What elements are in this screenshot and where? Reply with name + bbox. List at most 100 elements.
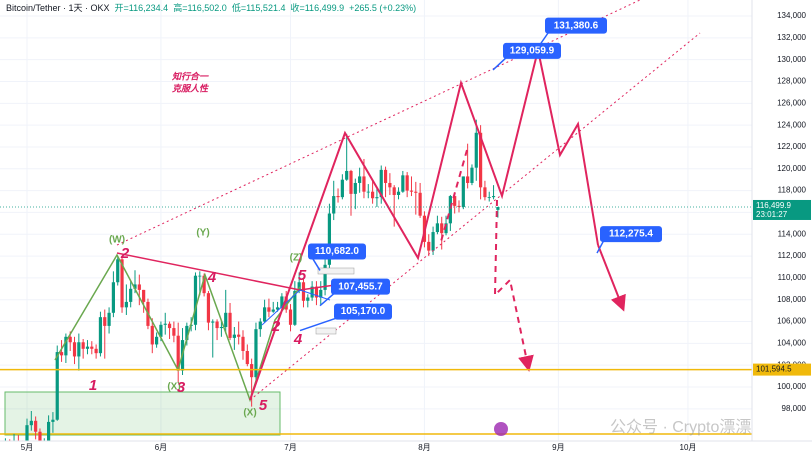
event-icon bbox=[494, 422, 508, 436]
candle-body bbox=[358, 176, 362, 183]
candle-body bbox=[483, 187, 487, 198]
projection-arrow bbox=[597, 244, 626, 312]
candles bbox=[4, 119, 500, 441]
candle-body bbox=[332, 196, 336, 214]
y-tick-label: 132,000 bbox=[777, 33, 806, 42]
candle-body bbox=[431, 232, 435, 251]
candle-body bbox=[491, 196, 496, 198]
grid bbox=[0, 0, 752, 441]
candle-body bbox=[327, 213, 331, 265]
callout-label: 107,455.7 bbox=[338, 281, 383, 292]
candle-body bbox=[258, 321, 262, 330]
candle-body bbox=[409, 190, 414, 192]
candle-body bbox=[193, 275, 198, 325]
alt-path bbox=[439, 149, 468, 246]
alt-path bbox=[493, 199, 534, 372]
wave-label: 2 bbox=[120, 245, 130, 262]
y-tick-label: 104,000 bbox=[777, 338, 806, 347]
current-price-box bbox=[753, 199, 811, 220]
candle-body bbox=[379, 169, 383, 198]
candle-body bbox=[232, 334, 236, 338]
y-tick-label: 128,000 bbox=[777, 77, 806, 86]
candle-body bbox=[219, 326, 223, 329]
callout-pointer bbox=[311, 257, 321, 271]
wave-path bbox=[54, 253, 301, 403]
candle-body bbox=[163, 323, 167, 325]
pattern-line-blue bbox=[261, 289, 331, 326]
candle-body bbox=[267, 307, 271, 312]
callout-label: 129,059.9 bbox=[510, 46, 555, 57]
candle-body bbox=[487, 197, 491, 198]
note: 知行合一 bbox=[171, 71, 209, 81]
callout-pointer bbox=[596, 239, 605, 254]
candle-body bbox=[198, 275, 202, 277]
current-price-label: 116,499.9 bbox=[756, 201, 792, 210]
candle-body bbox=[453, 196, 457, 206]
candle-body bbox=[68, 336, 72, 343]
candle-body bbox=[34, 420, 38, 432]
candle-body bbox=[414, 191, 418, 193]
header: Bitcoin/Tether · 1天 · OKX 开=116,234.4 高=11… bbox=[6, 2, 416, 13]
x-tick-label: 7月 bbox=[284, 443, 296, 452]
candle-body bbox=[250, 364, 254, 378]
note: 克服人性 bbox=[172, 83, 209, 93]
y-tick-label: 120,000 bbox=[777, 164, 806, 173]
candle-body bbox=[470, 167, 474, 183]
callout-pointer bbox=[539, 31, 550, 46]
candle-body bbox=[353, 182, 357, 194]
candle-body bbox=[72, 342, 77, 357]
candle-body bbox=[306, 297, 310, 301]
wave-label: 3 bbox=[177, 379, 186, 396]
candle-body bbox=[349, 170, 353, 194]
callout-box bbox=[545, 17, 607, 34]
candle-body bbox=[310, 286, 314, 298]
candle-body bbox=[29, 420, 33, 426]
candle-body bbox=[271, 309, 275, 312]
candle-body bbox=[228, 312, 232, 338]
callout-pointer bbox=[319, 292, 336, 307]
candle-body bbox=[167, 323, 172, 329]
candle-body bbox=[435, 223, 439, 233]
candle-body bbox=[98, 317, 103, 354]
candle-body bbox=[479, 132, 483, 188]
projection bbox=[249, 49, 599, 401]
channel-bottom bbox=[249, 32, 701, 401]
wave-label: (Y) bbox=[196, 228, 209, 239]
y-tick-label: 130,000 bbox=[777, 55, 806, 64]
demand-zone bbox=[4, 391, 281, 436]
callout-label: 131,380.6 bbox=[554, 20, 599, 31]
candle-body bbox=[254, 329, 258, 378]
candle-body bbox=[401, 175, 405, 192]
candle-body bbox=[448, 196, 452, 224]
y-tick-label: 110,000 bbox=[778, 273, 807, 282]
callout-box bbox=[600, 226, 662, 243]
candle-body bbox=[280, 296, 284, 308]
candle-body bbox=[323, 264, 327, 290]
candle-body bbox=[51, 419, 55, 422]
candle-body bbox=[202, 275, 206, 294]
candle-body bbox=[461, 176, 465, 207]
candle-body bbox=[215, 321, 219, 329]
candle-body bbox=[103, 317, 107, 326]
candle-body bbox=[474, 132, 478, 168]
candle-body bbox=[111, 282, 115, 313]
candle-body bbox=[275, 307, 280, 310]
candle-body bbox=[77, 342, 81, 357]
y-tick-label: 122,000 bbox=[777, 142, 806, 151]
candle-body bbox=[159, 324, 163, 337]
box bbox=[315, 327, 337, 335]
candle-body bbox=[64, 336, 68, 356]
x-tick-label: 5月 bbox=[21, 443, 33, 452]
candle-body bbox=[396, 191, 401, 195]
callout-pointer bbox=[299, 316, 339, 332]
candle-body bbox=[185, 325, 189, 341]
candle-body bbox=[47, 421, 51, 441]
candle-body bbox=[444, 223, 448, 234]
y-tick-label: 112,000 bbox=[778, 251, 807, 260]
wave-label: (X) bbox=[167, 382, 180, 393]
candle-body bbox=[94, 348, 98, 354]
wave-label: 2 bbox=[271, 318, 281, 335]
channel-top bbox=[116, 0, 641, 246]
